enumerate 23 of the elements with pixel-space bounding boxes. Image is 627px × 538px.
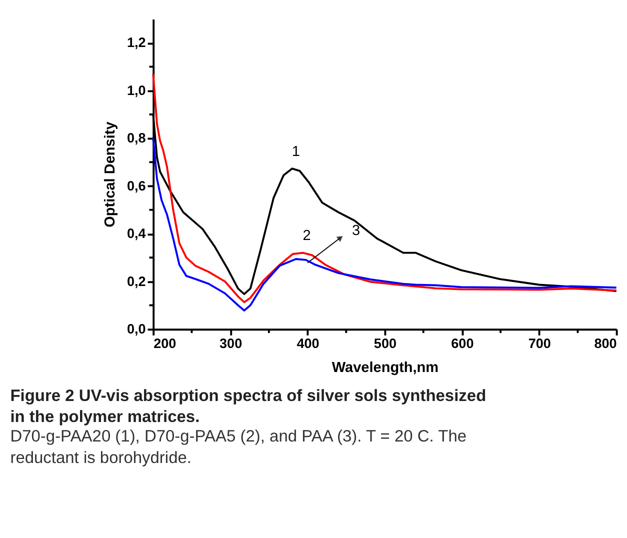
- x-tick-label: 800: [594, 336, 617, 352]
- x-tick-label: 600: [451, 336, 474, 352]
- y-tick-label: 0,6: [127, 178, 146, 194]
- x-tick-label: 300: [220, 336, 242, 352]
- line-series: [152, 137, 618, 312]
- y-tick-label: 0,8: [127, 130, 146, 146]
- y-axis-title: Optical Density: [102, 122, 118, 228]
- y-tick-label: 1,0: [127, 82, 146, 98]
- x-tick-label: 400: [296, 336, 320, 352]
- x-tick-label: 200: [154, 336, 176, 352]
- y-tick-label: 0,4: [127, 226, 146, 242]
- text: D70-g-PAA20 (1), D70-g-PAA5 (2), and PAA (3). T = 20 C. The reductant is borohydride.: [10, 428, 467, 467]
- x-axis-title: Wavelength,nm: [332, 360, 439, 376]
- annotation: 3: [352, 222, 360, 239]
- annotation: 2: [302, 228, 311, 244]
- caption: Figure 2 UV-vis absorption spectra of silver sols synthesized in the polymer matrices.: [10, 386, 486, 426]
- y-tick-label: 0,0: [127, 321, 146, 336]
- x-tick-label: 700: [528, 336, 551, 352]
- y-tick-label: 1,2: [127, 35, 146, 50]
- annotation: 1: [292, 144, 300, 160]
- x-tick-label: 500: [374, 336, 397, 352]
- y-tick-label: 0,2: [127, 274, 146, 289]
- line-series: [152, 72, 618, 304]
